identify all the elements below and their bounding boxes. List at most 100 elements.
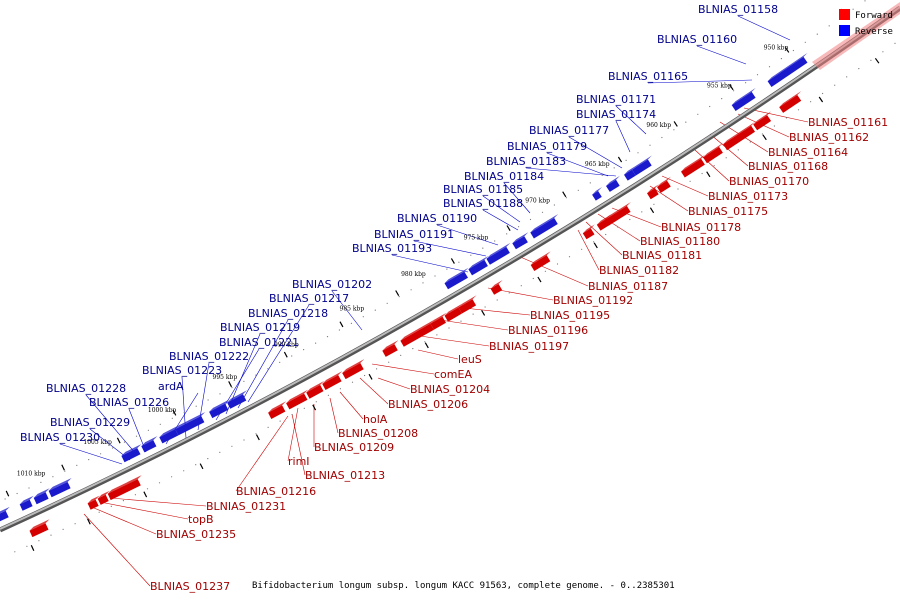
reverse-gene-label[interactable]: BLNIAS_01190 — [397, 212, 477, 225]
forward-gene-feature[interactable] — [400, 319, 435, 347]
forward-gene-feature[interactable] — [596, 214, 611, 231]
reverse-gene-feature[interactable] — [767, 52, 808, 87]
reverse-gene-label[interactable]: BLNIAS_01223 — [142, 364, 222, 377]
forward-gene-label[interactable]: BLNIAS_01195 — [530, 309, 610, 322]
forward-gene-feature[interactable] — [268, 401, 287, 419]
forward-gene-label[interactable]: BLNIAS_01208 — [338, 427, 418, 440]
reverse-gene-feature[interactable] — [512, 232, 529, 250]
forward-gene-label[interactable]: leuS — [458, 353, 482, 366]
forward-gene-feature[interactable] — [753, 111, 772, 131]
forward-gene-label[interactable]: BLNIAS_01181 — [622, 249, 702, 262]
forward-gene-feature[interactable] — [657, 176, 671, 193]
forward-gene-label[interactable]: BLNIAS_01231 — [206, 500, 286, 513]
forward-gene-feature[interactable] — [430, 312, 447, 330]
reverse-gene-feature[interactable] — [48, 478, 72, 498]
forward-gene-label[interactable]: BLNIAS_01196 — [508, 324, 588, 337]
forward-gene-label[interactable]: BLNIAS_01161 — [808, 116, 888, 129]
forward-gene-feature[interactable] — [107, 475, 142, 501]
reverse-gene-feature[interactable] — [33, 488, 50, 505]
forward-gene-feature[interactable] — [382, 340, 399, 357]
forward-gene-label[interactable]: rimI — [288, 455, 310, 468]
reverse-gene-feature[interactable] — [606, 175, 620, 192]
reverse-gene-label[interactable]: BLNIAS_01185 — [443, 183, 523, 196]
forward-gene-label[interactable]: BLNIAS_01164 — [768, 146, 848, 159]
reverse-gene-feature[interactable] — [468, 255, 489, 276]
forward-gene-label[interactable]: BLNIAS_01209 — [314, 441, 394, 454]
reverse-gene-label[interactable]: BLNIAS_01191 — [374, 228, 454, 241]
forward-gene-feature[interactable] — [681, 154, 706, 178]
forward-gene-label[interactable]: BLNIAS_01187 — [588, 280, 668, 293]
reverse-gene-label[interactable]: BLNIAS_01202 — [292, 278, 372, 291]
forward-gene-label[interactable]: BLNIAS_01180 — [640, 235, 720, 248]
reverse-gene-feature[interactable] — [19, 495, 34, 511]
forward-gene-label[interactable]: BLNIAS_01170 — [729, 175, 809, 188]
reverse-gene-feature[interactable] — [624, 165, 636, 181]
reverse-gene-feature[interactable] — [486, 242, 511, 265]
reverse-gene-label[interactable]: BLNIAS_01221 — [219, 336, 299, 349]
reverse-gene-label[interactable]: BLNIAS_01226 — [89, 396, 169, 409]
reverse-gene-label[interactable]: BLNIAS_01171 — [576, 93, 656, 106]
reverse-gene-label[interactable]: BLNIAS_01188 — [443, 197, 523, 210]
forward-gene-label[interactable]: BLNIAS_01182 — [599, 264, 679, 277]
forward-gene-feature[interactable] — [490, 280, 503, 295]
forward-gene-label[interactable]: BLNIAS_01216 — [236, 485, 316, 498]
forward-gene-feature[interactable] — [87, 495, 100, 510]
reverse-gene-feature[interactable] — [444, 267, 469, 290]
forward-gene-label[interactable]: BLNIAS_01173 — [708, 190, 788, 203]
forward-gene-label[interactable]: BLNIAS_01197 — [489, 340, 569, 353]
reverse-gene-label[interactable]: BLNIAS_01219 — [220, 321, 300, 334]
reverse-gene-label[interactable]: ardA — [158, 380, 184, 393]
forward-gene-feature[interactable] — [29, 519, 50, 538]
reverse-gene-feature[interactable] — [159, 425, 180, 444]
forward-gene-feature[interactable] — [604, 202, 631, 226]
reverse-gene-label[interactable]: BLNIAS_01184 — [464, 170, 544, 183]
forward-gene-feature[interactable] — [458, 295, 477, 314]
forward-gene-label[interactable]: BLNIAS_01206 — [388, 398, 468, 411]
forward-gene-feature[interactable] — [342, 359, 365, 380]
reverse-gene-label[interactable]: BLNIAS_01179 — [507, 140, 587, 153]
reverse-gene-feature[interactable] — [209, 399, 230, 419]
forward-gene-label[interactable]: BLNIAS_01204 — [410, 383, 490, 396]
reverse-gene-feature[interactable] — [141, 436, 158, 453]
forward-gene-label[interactable]: BLNIAS_01213 — [305, 469, 385, 482]
reverse-gene-label[interactable]: BLNIAS_01165 — [608, 70, 688, 83]
forward-gene-label[interactable]: BLNIAS_01175 — [688, 205, 768, 218]
reverse-gene-label[interactable]: BLNIAS_01217 — [269, 292, 349, 305]
forward-gene-feature[interactable] — [286, 389, 309, 410]
forward-gene-feature[interactable] — [779, 91, 802, 113]
reverse-gene-feature[interactable] — [0, 506, 10, 523]
forward-gene-feature[interactable] — [703, 142, 724, 164]
forward-gene-feature[interactable] — [530, 251, 551, 271]
reverse-gene-label[interactable]: BLNIAS_01177 — [529, 124, 609, 137]
reverse-gene-feature[interactable] — [530, 214, 559, 239]
reverse-gene-feature[interactable] — [175, 412, 206, 436]
forward-gene-feature[interactable] — [322, 371, 343, 390]
reverse-gene-feature[interactable] — [592, 187, 603, 201]
reverse-gene-label[interactable]: BLNIAS_01160 — [657, 33, 737, 46]
forward-gene-label[interactable]: topB — [188, 513, 214, 526]
forward-gene-label[interactable]: BLNIAS_01237 — [150, 580, 230, 593]
reverse-gene-label[interactable]: BLNIAS_01158 — [698, 3, 778, 16]
forward-gene-label[interactable]: BLNIAS_01192 — [553, 294, 633, 307]
reverse-gene-label[interactable]: BLNIAS_01230 — [20, 431, 100, 444]
forward-gene-feature[interactable] — [723, 121, 756, 151]
forward-gene-feature[interactable] — [647, 184, 659, 200]
forward-gene-label[interactable]: BLNIAS_01162 — [789, 131, 869, 144]
forward-gene-label[interactable]: comEA — [434, 368, 472, 381]
forward-gene-label[interactable]: BLNIAS_01168 — [748, 160, 828, 173]
reverse-gene-label[interactable]: BLNIAS_01183 — [486, 155, 566, 168]
reverse-gene-feature[interactable] — [121, 444, 142, 463]
forward-gene-feature[interactable] — [444, 303, 463, 322]
forward-gene-label[interactable]: holA — [363, 413, 388, 426]
forward-gene-feature[interactable] — [97, 490, 110, 505]
reverse-gene-label[interactable]: BLNIAS_01222 — [169, 350, 249, 363]
reverse-gene-label[interactable]: BLNIAS_01174 — [576, 108, 656, 121]
reverse-gene-label[interactable]: BLNIAS_01218 — [248, 307, 328, 320]
reverse-gene-feature[interactable] — [227, 390, 247, 409]
forward-gene-feature[interactable] — [306, 380, 325, 399]
reverse-gene-feature[interactable] — [731, 87, 756, 111]
forward-gene-label[interactable]: BLNIAS_01178 — [661, 221, 741, 234]
reverse-gene-label[interactable]: BLNIAS_01229 — [50, 416, 130, 429]
reverse-gene-feature[interactable] — [632, 155, 652, 176]
reverse-gene-label[interactable]: BLNIAS_01228 — [46, 382, 126, 395]
